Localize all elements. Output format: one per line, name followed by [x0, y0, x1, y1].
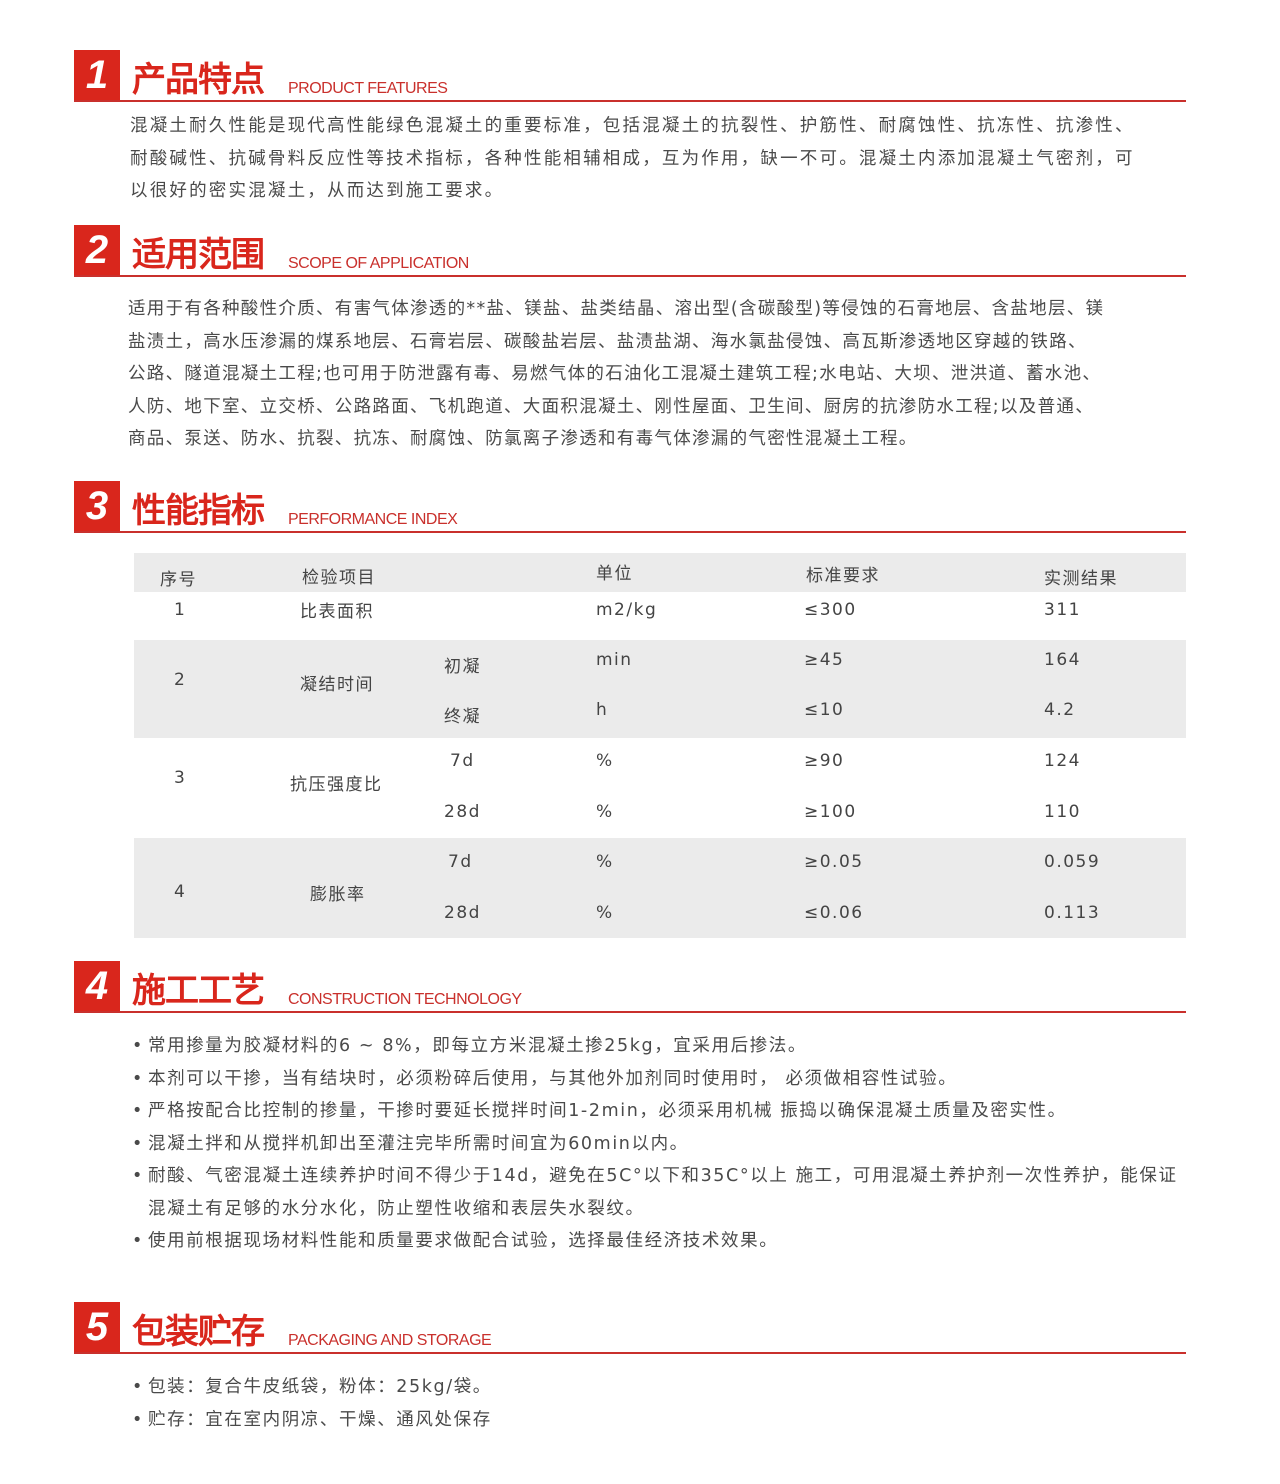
- section-heading-packaging: 5 包装贮存 PACKAGING AND STORAGE: [74, 1302, 1186, 1354]
- list-item: • 严格按配合比控制的掺量，干掺时要延长搅拌时间1-2min，必须采用机械 振捣以…: [132, 1101, 1067, 1121]
- cell-result: 0.059: [1044, 852, 1101, 872]
- section-title: 性能指标: [132, 491, 265, 531]
- text-line: 耐酸碱性、抗碱骨料反应性等技术指标，各种性能相辅相成，互为作用，缺一不可。混凝土…: [130, 148, 1135, 169]
- cell-unit: %: [596, 852, 614, 872]
- cell-standard: ≥90: [804, 751, 845, 771]
- list-item: • 混凝土拌和从搅拌机卸出至灌注完毕所需时间宜为60min以内。: [132, 1133, 689, 1154]
- cell-standard: ≥100: [804, 802, 857, 822]
- cell-no: 2: [174, 670, 187, 690]
- cell-sub: 28d: [444, 903, 481, 923]
- cell-item: 凝结时间: [300, 675, 374, 695]
- cell-result: 311: [1044, 600, 1081, 620]
- cell-sub: 初凝: [444, 657, 481, 677]
- list-item: • 包装：复合牛皮纸袋，粉体：25kg/袋。: [132, 1377, 492, 1397]
- header-no: 序号: [160, 570, 197, 590]
- section-title: 包装贮存: [132, 1312, 265, 1352]
- section-number: 5: [74, 1302, 120, 1352]
- cell-standard: ≤10: [804, 700, 845, 720]
- section-number: 4: [74, 961, 120, 1011]
- text-line: 以很好的密实混凝土，从而达到施工要求。: [130, 181, 505, 201]
- cell-unit: %: [596, 903, 614, 923]
- cell-no: 3: [174, 768, 187, 788]
- cell-standard: ≥45: [804, 650, 845, 670]
- list-item: • 使用前根据现场材料性能和质量要求做配合试验，选择最佳经济技术效果。: [132, 1231, 779, 1251]
- section-title-en: PERFORMANCE INDEX: [288, 511, 458, 528]
- list-item: • 本剂可以干掺，当有结块时，必须粉碎后使用，与其他外加剂同时使用时， 必须做相容…: [132, 1068, 958, 1089]
- cell-result: 0.113: [1044, 903, 1101, 923]
- text-line: 人防、地下室、立交桥、公路路面、飞机跑道、大面积混凝土、刚性屋面、卫生间、厨房的…: [128, 396, 1094, 417]
- cell-sub: 终凝: [444, 707, 481, 727]
- product-features-text: 混凝土耐久性能是现代高性能绿色混凝土的重要标准，包括混凝土的抗裂性、护筋性、耐腐…: [130, 110, 1135, 208]
- section-number: 3: [74, 481, 120, 531]
- cell-sub: 7d: [448, 852, 473, 872]
- section-heading-product-features: 1 产品特点 PRODUCT FEATURES: [74, 50, 1186, 102]
- text-line: 盐渍土，高水压渗漏的煤系地层、石膏岩层、碳酸盐岩层、盐渍盐湖、海水氯盐侵蚀、高瓦…: [128, 331, 1087, 352]
- cell-unit: m2/kg: [596, 600, 658, 620]
- text-line: 混凝土耐久性能是现代高性能绿色混凝土的重要标准，包括混凝土的抗裂性、护筋性、耐腐…: [130, 116, 1135, 136]
- section-title-en: PRODUCT FEATURES: [288, 80, 448, 97]
- list-item: • 常用掺量为胶凝材料的6 ~ 8%，即每立方米混凝土掺25kg，宜采用后掺法。: [132, 1036, 807, 1056]
- section-title-en: PACKAGING AND STORAGE: [288, 1332, 492, 1349]
- cell-sub: 28d: [444, 802, 481, 822]
- cell-unit: h: [596, 700, 609, 720]
- cell-standard: ≤0.06: [804, 903, 864, 923]
- header-unit: 单位: [596, 564, 633, 584]
- cell-item: 抗压强度比: [290, 775, 383, 795]
- section-title: 适用范围: [132, 235, 265, 275]
- section-title: 产品特点: [132, 60, 265, 100]
- cell-standard: ≥0.05: [804, 852, 864, 872]
- cell-item: 膨胀率: [310, 885, 366, 905]
- list-item: • 耐酸、气密混凝土连续养护时间不得少于14d，避免在5C°以下和35C°以上 施…: [132, 1166, 1178, 1219]
- cell-unit: %: [596, 802, 614, 822]
- table-row: 4 膨胀率 7d % ≥0.05 0.059 28d % ≤0.06 0.113: [134, 838, 1186, 938]
- performance-table: 序号 检验项目 单位 标准要求 实测结果 1 比表面积 m2/kg ≤300 3…: [134, 553, 1186, 938]
- cell-result: 164: [1044, 650, 1081, 670]
- header-result: 实测结果: [1044, 569, 1118, 589]
- section-heading-performance: 3 性能指标 PERFORMANCE INDEX: [74, 481, 1186, 533]
- scope-text: 适用于有各种酸性介质、有害气体渗透的**盐、镁盐、盐类结晶、溶出型(含碳酸型)等…: [128, 293, 1104, 456]
- text-line: 商品、泵送、防水、抗裂、抗冻、耐腐蚀、防氯离子渗透和有毒气体渗漏的气密性混凝土工…: [128, 429, 918, 449]
- cell-result: 4.2: [1044, 700, 1076, 720]
- cell-item: 比表面积: [300, 602, 374, 622]
- section-title-en: CONSTRUCTION TECHNOLOGY: [288, 991, 522, 1008]
- section-number: 2: [74, 225, 120, 275]
- cell-no: 1: [174, 600, 187, 620]
- cell-result: 110: [1044, 802, 1081, 822]
- header-item: 检验项目: [302, 568, 376, 588]
- cell-standard: ≤300: [804, 600, 857, 620]
- cell-no: 4: [174, 882, 187, 902]
- cell-unit: %: [596, 751, 614, 771]
- packaging-list: • 包装：复合牛皮纸袋，粉体：25kg/袋。 • 贮存：宜在室内阴凉、干燥、通风处保…: [130, 1371, 492, 1436]
- table-row: 2 凝结时间 初凝 min ≥45 164 终凝 h ≤10 4.2: [134, 640, 1186, 738]
- section-title-en: SCOPE OF APPLICATION: [288, 255, 469, 272]
- cell-result: 124: [1044, 751, 1081, 771]
- text-line: 适用于有各种酸性介质、有害气体渗透的**盐、镁盐、盐类结晶、溶出型(含碳酸型)等…: [128, 299, 1105, 319]
- header-standard: 标准要求: [806, 566, 880, 586]
- section-title: 施工工艺: [132, 971, 265, 1011]
- table-header: 序号 检验项目 单位 标准要求 实测结果: [134, 553, 1186, 592]
- section-number: 1: [74, 50, 120, 100]
- construction-list: • 常用掺量为胶凝材料的6 ~ 8%，即每立方米混凝土掺25kg，宜采用后掺法。 …: [130, 1030, 1178, 1258]
- table-row: 3 抗压强度比 7d % ≥90 124 28d % ≥100 110: [134, 738, 1186, 838]
- section-heading-scope: 2 适用范围 SCOPE OF APPLICATION: [74, 225, 1186, 277]
- cell-unit: min: [596, 650, 633, 670]
- section-heading-construction: 4 施工工艺 CONSTRUCTION TECHNOLOGY: [74, 961, 1186, 1013]
- table-row: 1 比表面积 m2/kg ≤300 311: [134, 592, 1186, 640]
- text-line: 公路、隧道混凝土工程;也可用于防泄露有毒、易燃气体的石油化工混凝土建筑工程;水电…: [128, 364, 1102, 384]
- list-item: • 贮存：宜在室内阴凉、干燥、通风处保存: [132, 1409, 492, 1430]
- cell-sub: 7d: [450, 751, 475, 771]
